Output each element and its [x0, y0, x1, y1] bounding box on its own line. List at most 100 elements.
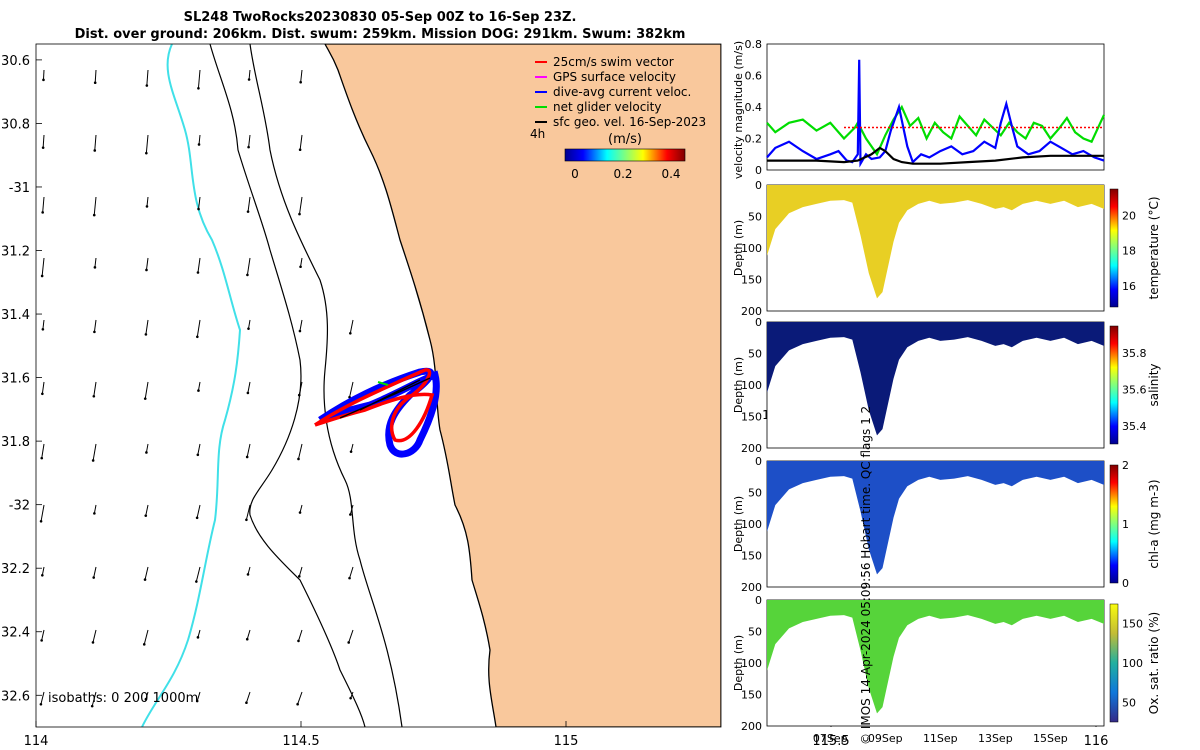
section-y-tick: 100: [741, 657, 762, 670]
section-y-label: Depth (m): [732, 496, 745, 552]
section-y-tick: 0: [755, 455, 762, 468]
geo-arrow-head: [246, 391, 250, 395]
geo-arrow-head: [245, 701, 248, 705]
legend-label: sfc geo. vel. 16-Sep-2023: [553, 115, 706, 129]
geo-arrow-head: [93, 81, 97, 85]
section-y-tick: 100: [741, 379, 762, 392]
geo-arrow: [197, 257, 201, 273]
geo-arrow: [198, 196, 201, 210]
velocity-y-tick: 0.8: [745, 38, 763, 51]
geo-arrow: [349, 504, 354, 515]
geo-arrow: [245, 504, 251, 520]
geo-arrow: [93, 504, 97, 514]
section-y-tick: 150: [741, 411, 762, 424]
geo-arrow: [248, 319, 251, 329]
geo-arrow: [145, 319, 149, 335]
geo-arrow-head: [91, 641, 95, 644]
geo-arrow-head: [349, 450, 353, 453]
chart-title: SL248 TwoRocks20230830 05-Sep 00Z to 16-…: [183, 10, 577, 25]
map-y-tick-label: 32.6: [1, 689, 30, 704]
section-colorbar-tick: 2: [1122, 459, 1129, 472]
geo-arrow: [195, 566, 201, 582]
geo-arrow-head: [299, 80, 302, 84]
geo-arrow-head: [39, 519, 43, 523]
geo-arrow: [299, 134, 303, 150]
geo-arrow-head: [197, 207, 200, 211]
net-track: [339, 377, 431, 419]
geo-arrow: [41, 381, 45, 394]
geo-arrow: [40, 504, 45, 522]
velocity-y-tick: 0.6: [745, 70, 763, 83]
geo-arrow: [300, 257, 303, 267]
section-colorbar: [1109, 325, 1119, 445]
geo-arrow: [298, 443, 303, 460]
geo-arrow: [93, 381, 97, 397]
geo-arrow-head: [92, 213, 96, 217]
geo-arrow-head: [299, 265, 302, 269]
geo-arrow-head: [41, 327, 45, 331]
map-x-tick-label: 114: [24, 734, 49, 749]
speed-colorbar-ticks: 0 0.2 0.4: [571, 167, 680, 181]
geo-arrow-head: [195, 699, 199, 703]
geo-arrow: [145, 504, 149, 516]
speed-colorbar: (m/s) 4h 0 0.2 0.4: [530, 127, 686, 181]
geo-arrow: [93, 319, 97, 332]
section-y-tick: 50: [748, 348, 762, 361]
legend-label: 25cm/s swim vector: [553, 55, 674, 69]
geo-arrow-head: [349, 331, 352, 335]
velocity-y-tick: 0.2: [745, 133, 763, 146]
geo-arrow: [245, 691, 251, 703]
geo-arrow-head: [92, 394, 96, 398]
section-colorbar-tick: 100: [1122, 657, 1143, 670]
section-colorbar-tick: 35.8: [1122, 347, 1147, 360]
section-frame: [766, 321, 1105, 449]
geo-arrow-head: [297, 393, 301, 397]
geo-arrow-head: [41, 573, 44, 577]
geo-arrow-head: [197, 143, 201, 146]
velocity-y-tick: 0.4: [745, 101, 763, 114]
geo-arrow-head: [246, 210, 250, 213]
section-colorbar-tick: 16: [1122, 280, 1136, 293]
section-y-tick: 50: [748, 626, 762, 639]
geo-arrow: [146, 196, 149, 207]
section-y-tick: 100: [741, 518, 762, 531]
geo-arrow: [41, 257, 45, 277]
geo-arrow-head: [247, 78, 251, 81]
section-colorbar-label: salinity: [1147, 363, 1161, 406]
geo-arrow: [297, 691, 303, 705]
map-x-tick-label: 114.5: [282, 734, 319, 749]
velocity-series: [767, 146, 1104, 165]
geo-arrow-head: [245, 637, 249, 641]
colorbar-unit: (m/s): [608, 132, 642, 147]
footer-credit: © IMOS 14-Apr-2024 05:09:56 Hobart time.…: [858, 405, 873, 745]
section-frame: [766, 460, 1105, 588]
map-y-tick-label: 31.6: [1, 372, 30, 387]
section-y-tick: 50: [748, 487, 762, 500]
velocity-y-label: velocity magnitude (m/s): [732, 41, 745, 179]
velocity-series: [766, 104, 1105, 157]
geo-arrow: [196, 319, 201, 337]
section-y-tick: 0: [755, 316, 762, 329]
geo-arrow-head: [349, 696, 352, 700]
geo-arrow-head: [143, 397, 147, 400]
geo-arrow-head: [145, 205, 149, 208]
section-y-tick: 50: [748, 211, 762, 224]
section-colorbar: [1109, 603, 1119, 723]
section-y-tick: 200: [741, 442, 762, 455]
geo-arrow: [197, 381, 201, 391]
geo-arrow: [145, 443, 149, 453]
geo-arrow-head: [298, 511, 302, 514]
geo-arrow-head: [40, 639, 43, 642]
section-fill: [767, 461, 1104, 575]
geo-arrow-head: [92, 576, 96, 579]
geo-arrow: [246, 629, 251, 640]
section-colorbar-tick: 1: [1122, 518, 1129, 531]
section-y-tick: 100: [741, 242, 762, 255]
section-y-tick: 200: [741, 305, 762, 318]
section-colorbar: [1109, 464, 1119, 584]
colorbar-corner-label: 4h: [530, 127, 545, 141]
map-y-tick-label: -31: [9, 181, 30, 196]
map-x-tick-label: 115: [554, 734, 579, 749]
